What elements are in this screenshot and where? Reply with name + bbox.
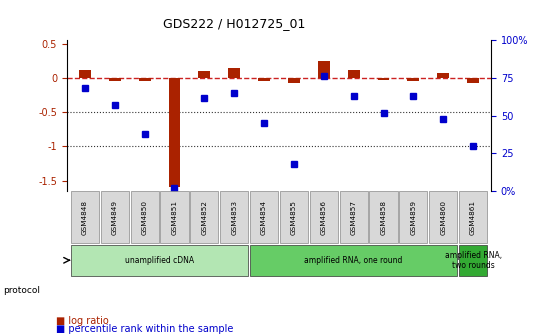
Text: amplified RNA, one round: amplified RNA, one round [305,256,403,265]
Text: GSM4859: GSM4859 [410,200,416,235]
Text: ■ log ratio: ■ log ratio [56,316,109,326]
Bar [71,191,99,243]
Bar [190,191,218,243]
Text: ■ percentile rank within the sample: ■ percentile rank within the sample [56,324,233,334]
Text: GSM4850: GSM4850 [142,200,148,235]
Bar [258,78,270,81]
Bar [400,191,427,243]
Bar [228,68,240,78]
Bar [79,70,91,78]
Bar [467,78,479,83]
Bar [100,191,129,243]
Bar [250,191,278,243]
Bar [369,191,397,243]
Bar [109,78,121,81]
Text: GSM4860: GSM4860 [440,200,446,235]
Bar [407,78,420,81]
Bar [318,61,330,78]
Bar [71,245,248,276]
Bar [348,70,360,78]
Text: GSM4848: GSM4848 [82,200,88,235]
Text: GSM4855: GSM4855 [291,200,297,235]
Text: GSM4856: GSM4856 [321,200,327,235]
Bar [161,191,189,243]
Bar [138,78,151,81]
Text: GSM4851: GSM4851 [171,200,177,235]
Bar [378,78,389,80]
Bar [459,245,487,276]
Bar [220,191,248,243]
Bar [131,191,158,243]
Bar [280,191,308,243]
Text: GSM4861: GSM4861 [470,200,476,235]
Text: unamplified cDNA: unamplified cDNA [125,256,194,265]
Bar [459,191,487,243]
Text: GSM4857: GSM4857 [350,200,357,235]
Text: GSM4858: GSM4858 [381,200,387,235]
Bar [437,73,449,78]
Bar [310,191,338,243]
Bar [288,78,300,83]
Text: protocol: protocol [3,286,40,295]
Text: GSM4854: GSM4854 [261,200,267,235]
Text: GSM4852: GSM4852 [201,200,208,235]
Text: GDS222 / H012725_01: GDS222 / H012725_01 [163,17,306,30]
Text: GSM4849: GSM4849 [112,200,118,235]
Text: GSM4853: GSM4853 [231,200,237,235]
Bar [198,71,210,78]
Bar [250,245,458,276]
Bar [429,191,458,243]
Bar [169,78,180,187]
Text: amplified RNA,
two rounds: amplified RNA, two rounds [445,251,502,270]
Bar [340,191,368,243]
